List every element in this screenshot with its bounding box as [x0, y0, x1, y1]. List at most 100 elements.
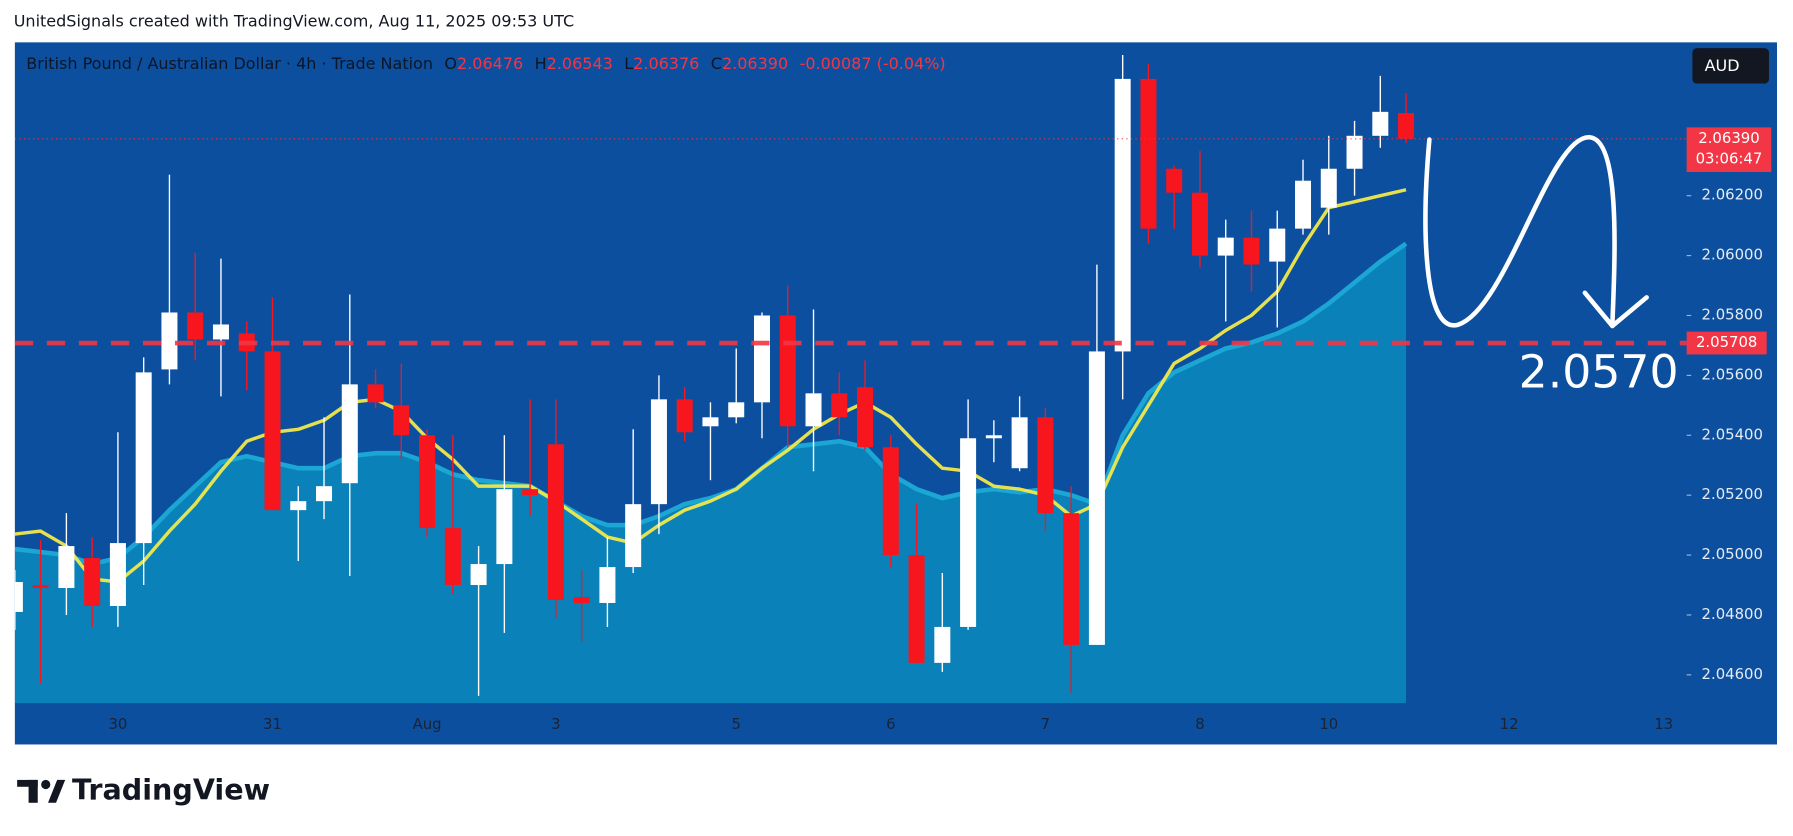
candle-body: [676, 399, 693, 433]
logo-part: [48, 779, 66, 803]
y-tick-label: 2.05400: [1702, 425, 1763, 443]
candle-body: [14, 582, 23, 612]
ohlc-value: 2.06376: [633, 54, 699, 73]
candle-body: [1269, 228, 1286, 262]
candle-body: [1088, 351, 1105, 645]
candle-body: [109, 543, 126, 606]
candle-body: [547, 444, 564, 600]
x-tick-label: 3: [551, 715, 560, 733]
overlay: 2.04600 2.04800 2.05000 2.05200 2.05400 2.056…: [14, 127, 1772, 733]
candle-body: [341, 384, 358, 484]
x-tick-label: 30: [108, 715, 127, 733]
logo-part: [17, 779, 38, 787]
candle-body: [58, 546, 75, 589]
candle-body: [857, 387, 874, 448]
candle-body: [367, 384, 384, 403]
x-tick-label: 13: [1654, 715, 1673, 733]
candle-body: [187, 312, 204, 340]
ohlc-value: 2.06543: [547, 54, 613, 73]
change: -0.00087 (-0.04%): [800, 54, 946, 73]
candle-body: [264, 351, 281, 511]
candle-body: [290, 501, 307, 511]
candle-body: [419, 435, 436, 529]
ohlc-value: 2.06390: [722, 54, 788, 73]
chart-header: British Pound / Australian Dollar · 4h ·…: [26, 54, 945, 73]
last-price-bg: [1686, 127, 1772, 172]
attribution: UnitedSignals created with TradingView.c…: [14, 11, 574, 30]
candle-body: [728, 402, 745, 418]
candle-body: [934, 626, 951, 663]
candle-body: [1114, 78, 1131, 352]
candle-body: [393, 405, 410, 436]
candle-body: [1063, 513, 1080, 645]
area-fill: [14, 243, 1407, 704]
y-tick-label: 2.05600: [1702, 365, 1763, 383]
last-price-label: 2.06390: [1698, 129, 1759, 147]
y-tick-label: 2.06200: [1702, 186, 1763, 204]
candle-body: [1320, 168, 1337, 208]
x-tick-label: 6: [886, 715, 895, 733]
countdown: 03:06:47: [1696, 149, 1763, 167]
line: [14, 188, 1407, 584]
currency-button[interactable]: AUD: [1692, 48, 1769, 84]
level-label: 2.05708: [1696, 333, 1757, 351]
x-tick-label: 7: [1041, 715, 1050, 733]
candle-body: [599, 567, 616, 603]
candle-body: [985, 435, 1002, 439]
candle-body: [1037, 417, 1054, 514]
x-tick-label: 12: [1500, 715, 1519, 733]
candle-body: [882, 447, 899, 556]
candle-body: [84, 558, 101, 606]
arrow-head: [1582, 290, 1649, 329]
candle-body: [1191, 192, 1208, 256]
ohlc-value: 2.06476: [457, 54, 523, 73]
brand-logo: TradingView: [17, 772, 270, 806]
y-tick-label: 2.04600: [1702, 665, 1763, 683]
candle-body: [753, 315, 770, 403]
candle-body: [908, 555, 925, 663]
y-tick-label: 2.05000: [1702, 545, 1763, 563]
candle-body: [316, 486, 333, 502]
candle-body: [625, 504, 642, 568]
candle-body: [496, 489, 513, 565]
candle-body: [650, 399, 667, 505]
button-label[interactable]: AUD: [1705, 56, 1740, 75]
logo-part: [28, 779, 38, 803]
x-tick-label: 5: [731, 715, 740, 733]
x-tick-label: 31: [263, 715, 282, 733]
drawn-arrow: [1423, 134, 1617, 329]
candle-body: [1295, 180, 1312, 229]
ohlc-key: L: [624, 54, 633, 73]
candle-body: [522, 489, 539, 496]
candle-body: [1011, 417, 1028, 469]
candle-body: [1346, 135, 1363, 169]
candle-body: [32, 585, 49, 589]
candle-body: [831, 393, 848, 418]
candle-body: [960, 438, 977, 627]
y-tick-label: 2.04800: [1702, 605, 1763, 623]
target-annotation: 2.0570: [1519, 346, 1679, 399]
candle-body: [1243, 237, 1260, 265]
candle-body: [1166, 168, 1183, 193]
logo-part: [41, 779, 51, 790]
candle-body: [444, 528, 461, 586]
ohlc-key: O: [444, 54, 457, 73]
candle-body: [702, 417, 719, 427]
ohlc-key: C: [711, 54, 722, 73]
candle-body: [779, 315, 796, 427]
level-label-bg: [1686, 331, 1767, 355]
y-tick-label: 2.06000: [1702, 246, 1763, 264]
candle-body: [470, 564, 487, 586]
chart-title: British Pound / Australian Dollar · 4h ·…: [26, 54, 433, 73]
candle-body: [1372, 111, 1389, 136]
candle-body: [161, 312, 178, 370]
candle-body: [135, 372, 152, 544]
candle-body: [1140, 78, 1157, 229]
candle-body: [1398, 113, 1415, 139]
candle-body: [1217, 237, 1234, 256]
x-tick-label: 8: [1195, 715, 1204, 733]
button-bg[interactable]: [1692, 48, 1769, 84]
ohlc-key: H: [535, 54, 547, 73]
